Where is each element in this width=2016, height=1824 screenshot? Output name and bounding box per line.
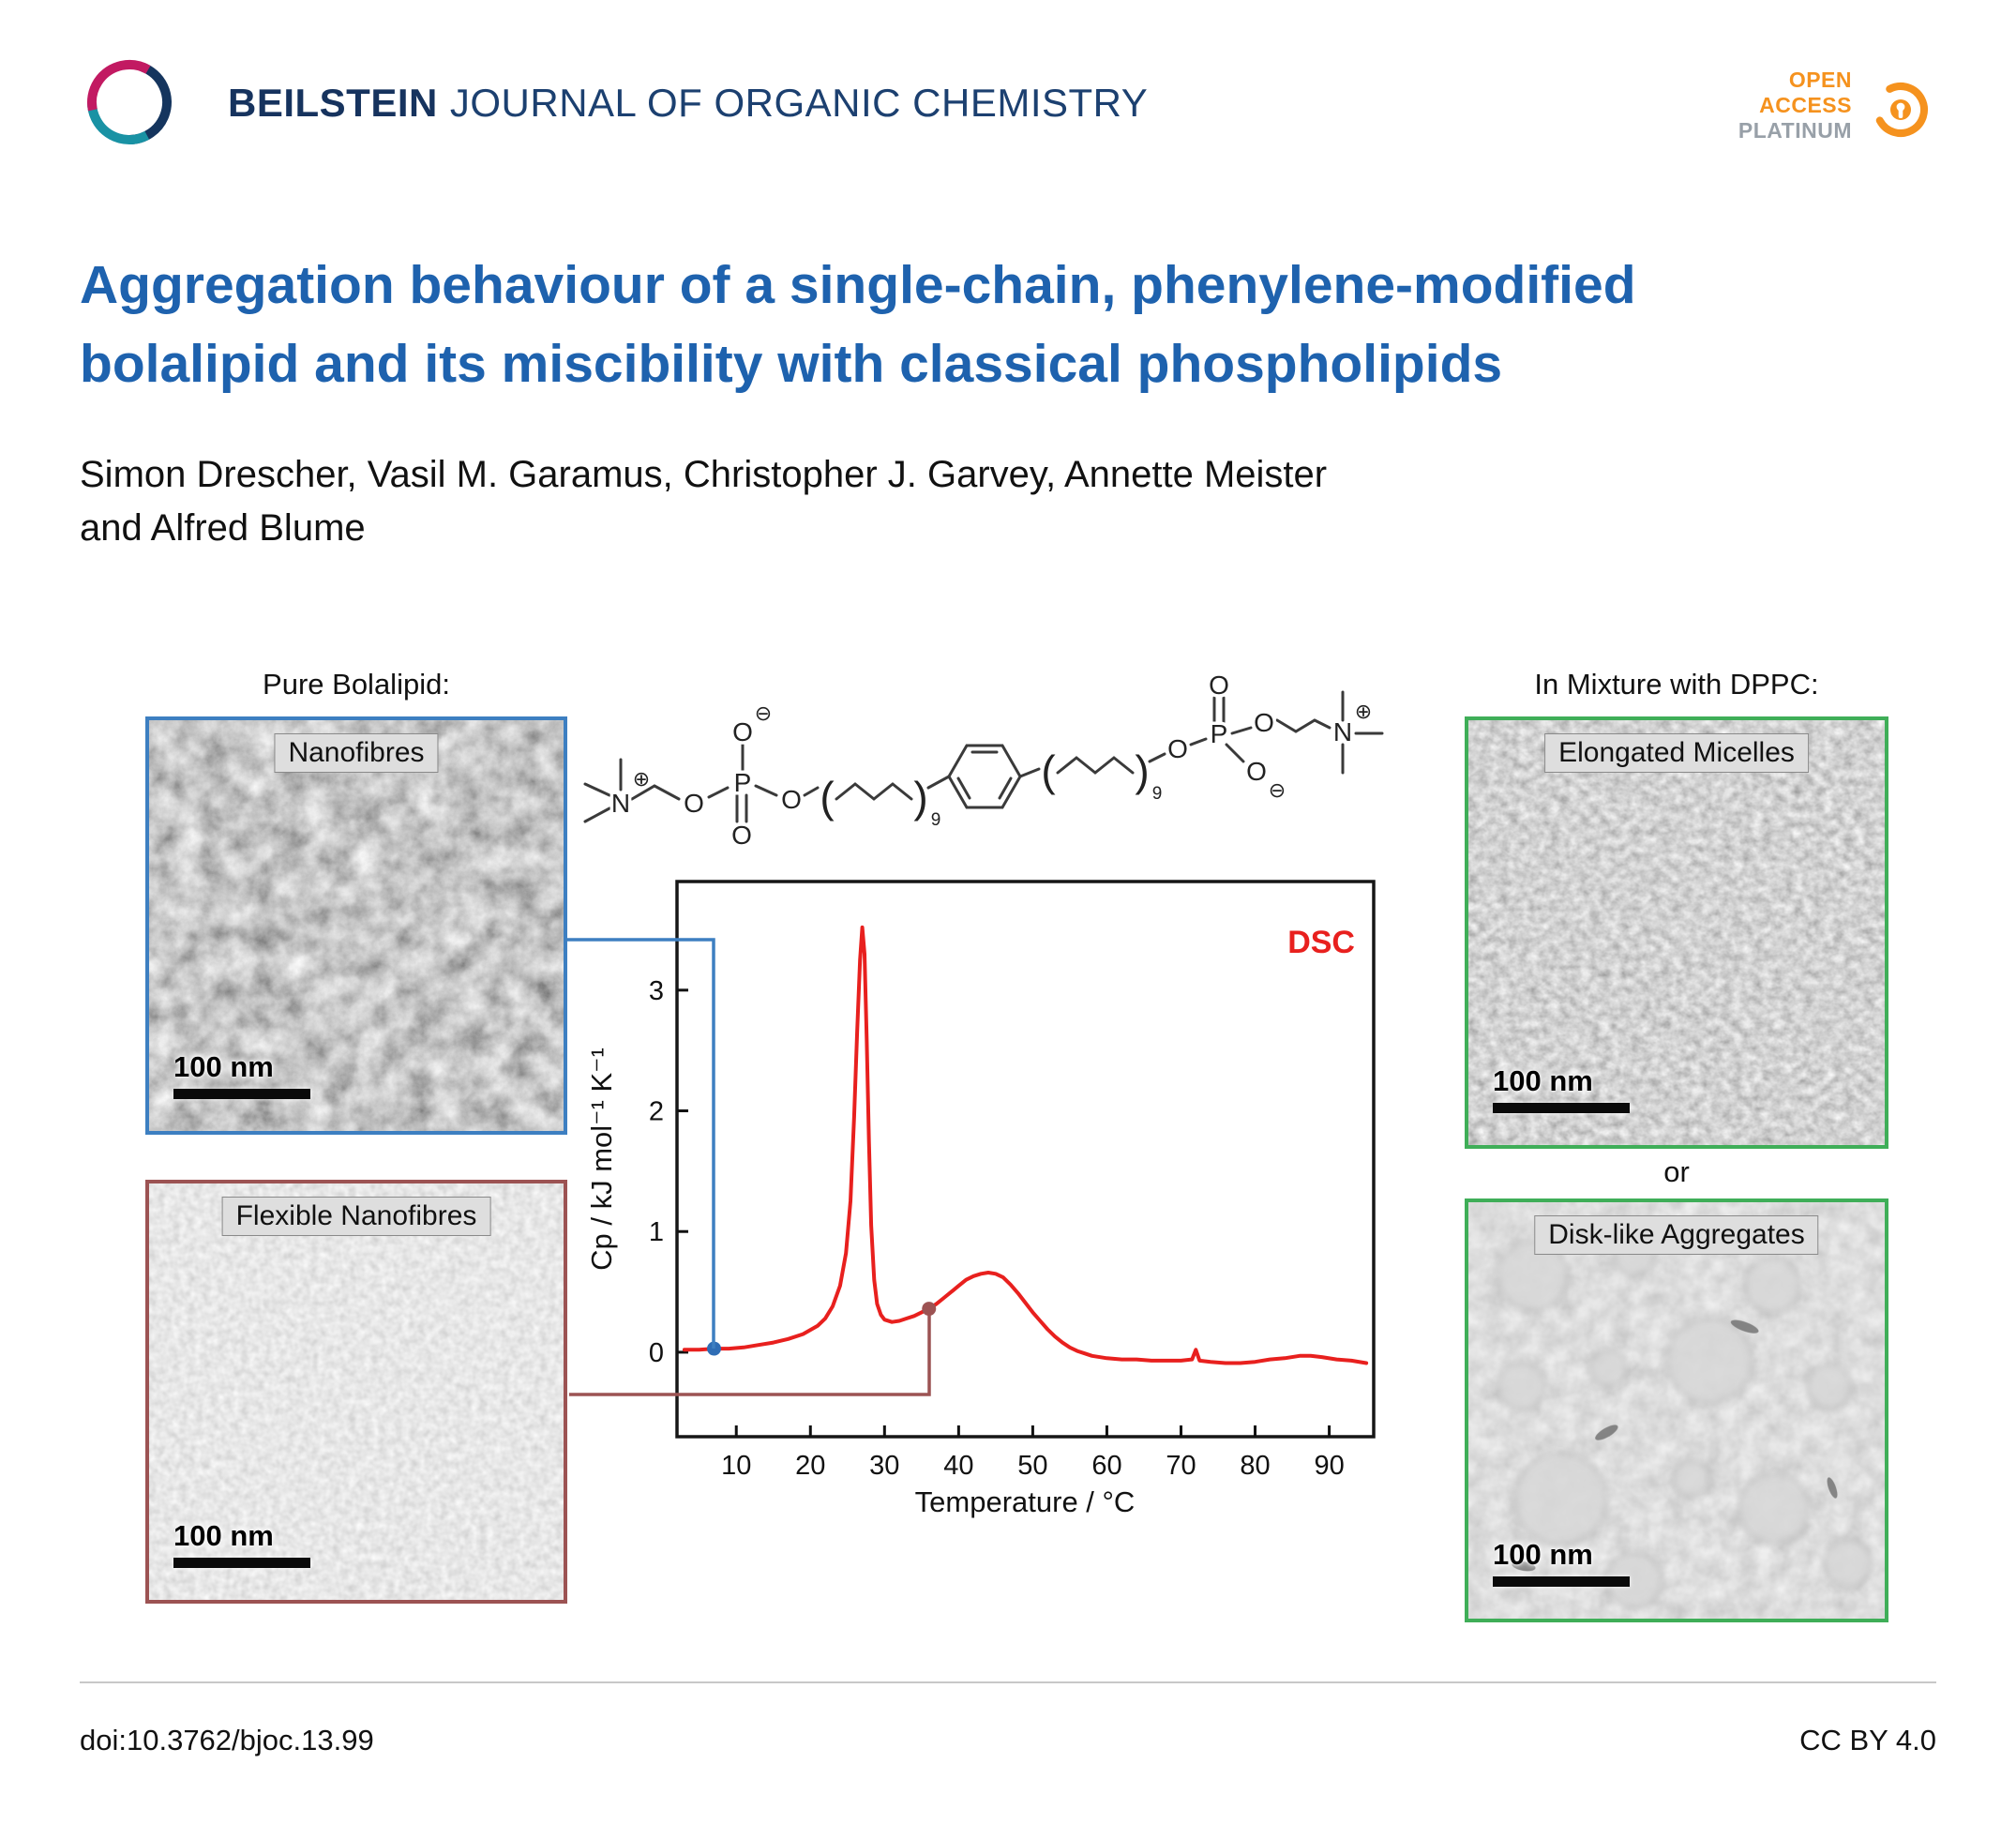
svg-text:9: 9 (931, 810, 941, 830)
right-column-heading: In Mixture with DPPC: (1534, 668, 1819, 701)
svg-text:20: 20 (795, 1451, 825, 1481)
dsc-chart: Cp / kJ mol⁻¹ K⁻¹ Temperature / °C DSC 1… (585, 880, 1376, 1518)
scale-bar-group: 100 nm (1493, 1064, 1630, 1113)
svg-text:O: O (1246, 757, 1267, 786)
open-access-line1: OPEN (1788, 68, 1852, 92)
svg-text:3: 3 (649, 976, 664, 1006)
article-title: Aggregation behaviour of a single-chain,… (80, 246, 1955, 403)
svg-text:70: 70 (1166, 1451, 1196, 1481)
tem-image-elongated-micelles (1468, 720, 1885, 1145)
tem-panel-nanofibres: Nanofibres 100 nm (145, 716, 567, 1135)
scale-bar-label: 100 nm (173, 1050, 274, 1083)
license-text: CC BY 4.0 (1799, 1724, 1936, 1756)
beilstein-logo (87, 59, 172, 144)
left-column-heading: Pure Bolalipid: (263, 668, 450, 701)
svg-text:10: 10 (721, 1451, 751, 1481)
svg-text:9: 9 (1152, 784, 1163, 804)
tem-panel-disk-like-aggregates: Disk-like Aggregates 100 nm (1465, 1198, 1888, 1622)
dsc-series-label: DSC (1287, 925, 1355, 960)
authors-line-2: and Alfred Blume (80, 507, 366, 549)
svg-text:40: 40 (943, 1451, 973, 1481)
svg-text:N: N (1333, 717, 1352, 746)
footer-divider (80, 1681, 1936, 1683)
open-access-text: OPEN ACCESS PLATINUM (1738, 68, 1852, 143)
journal-name-bold: BEILSTEIN (228, 81, 438, 125)
scale-bar (1493, 1576, 1630, 1587)
scale-bar (1493, 1103, 1630, 1113)
tem-image-nanofibres (149, 720, 564, 1131)
open-access-lock-icon (1873, 82, 1928, 137)
scale-bar-label: 100 nm (1493, 1538, 1593, 1571)
svg-text:⊕: ⊕ (1355, 700, 1372, 723)
y-axis-label: Cp / kJ mol⁻¹ K⁻¹ (585, 1048, 618, 1271)
open-access-line3: PLATINUM (1738, 118, 1852, 143)
svg-text:O: O (781, 785, 802, 814)
journal-name-rest: JOURNAL OF ORGANIC CHEMISTRY (449, 81, 1149, 125)
scale-bar-label: 100 nm (173, 1519, 274, 1552)
svg-text:): ) (913, 773, 927, 822)
svg-text:⊖: ⊖ (1269, 778, 1286, 802)
journal-name: BEILSTEIN JOURNAL OF ORGANIC CHEMISTRY (228, 81, 1148, 126)
scale-bar-label: 100 nm (1493, 1064, 1593, 1097)
svg-text:90: 90 (1314, 1451, 1344, 1481)
svg-text:2: 2 (649, 1097, 664, 1127)
svg-text:O: O (732, 717, 753, 746)
svg-text:(: ( (820, 773, 835, 822)
panel-label: Elongated Micelles (1544, 733, 1809, 773)
title-line-2: bolalipid and its miscibility with class… (80, 334, 1503, 394)
svg-text:30: 30 (869, 1451, 899, 1481)
panel-label: Flexible Nanofibres (221, 1197, 491, 1236)
svg-text:0: 0 (649, 1338, 664, 1368)
svg-text:O: O (684, 789, 704, 818)
x-axis-label: Temperature / °C (915, 1485, 1136, 1518)
open-access-line2: ACCESS (1759, 93, 1852, 117)
doi-text: doi:10.3762/bjoc.13.99 (80, 1724, 374, 1756)
benzene-ring (947, 744, 1022, 809)
svg-text:O: O (731, 821, 752, 850)
svg-text:O: O (1209, 671, 1229, 700)
panel-label: Nanofibres (274, 733, 439, 773)
tem-image-disk-like-aggregates (1468, 1202, 1885, 1619)
svg-text:O: O (1254, 708, 1274, 737)
svg-text:P: P (1211, 719, 1228, 748)
open-access-badge: OPEN ACCESS PLATINUM (1738, 68, 1936, 143)
author-list: Simon Drescher, Vasil M. Garamus, Christ… (80, 448, 1955, 555)
title-line-1: Aggregation behaviour of a single-chain,… (80, 255, 1636, 315)
scale-bar-group: 100 nm (173, 1519, 310, 1568)
plot-frame (675, 880, 1376, 1439)
scale-bar-group: 100 nm (173, 1050, 310, 1099)
svg-text:60: 60 (1091, 1451, 1121, 1481)
svg-text:50: 50 (1017, 1451, 1047, 1481)
tem-panel-elongated-micelles: Elongated Micelles 100 nm (1465, 716, 1888, 1149)
scale-bar (173, 1558, 310, 1568)
scale-bar (173, 1089, 310, 1099)
authors-line-1: Simon Drescher, Vasil M. Garamus, Christ… (80, 454, 1328, 495)
svg-text:P: P (734, 768, 752, 797)
svg-text:N: N (611, 789, 630, 818)
tem-panel-flexible-nanofibres: Flexible Nanofibres 100 nm (145, 1180, 567, 1604)
panel-label: Disk-like Aggregates (1534, 1215, 1819, 1255)
svg-text:⊕: ⊕ (633, 767, 650, 791)
svg-text:⊖: ⊖ (755, 701, 772, 725)
svg-text:): ) (1135, 746, 1149, 795)
svg-text:O: O (1167, 734, 1188, 763)
scale-bar-group: 100 nm (1493, 1538, 1630, 1587)
svg-text:80: 80 (1240, 1451, 1270, 1481)
or-label: or (1663, 1155, 1690, 1188)
svg-text:1: 1 (649, 1217, 664, 1247)
tem-image-flexible-nanofibres (149, 1183, 564, 1600)
svg-text:(: ( (1041, 746, 1056, 795)
